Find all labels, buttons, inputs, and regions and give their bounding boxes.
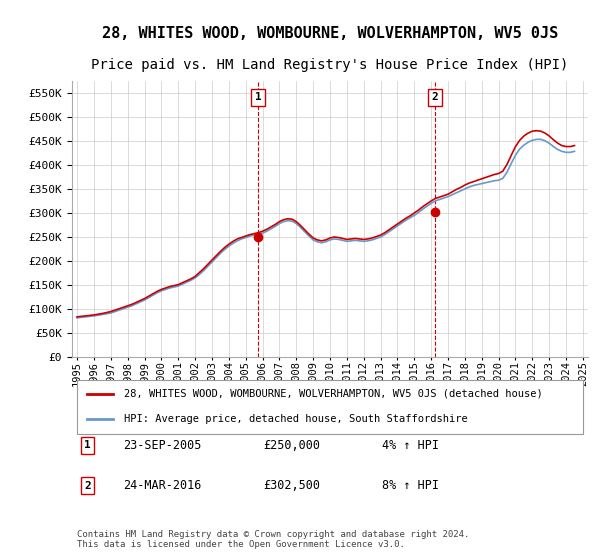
Text: 8% ↑ HPI: 8% ↑ HPI [382, 479, 439, 492]
Text: 2: 2 [84, 480, 91, 491]
Text: 24-MAR-2016: 24-MAR-2016 [124, 479, 202, 492]
Text: Contains HM Land Registry data © Crown copyright and database right 2024.
This d: Contains HM Land Registry data © Crown c… [77, 530, 470, 549]
Text: Price paid vs. HM Land Registry's House Price Index (HPI): Price paid vs. HM Land Registry's House … [91, 58, 569, 72]
Text: HPI: Average price, detached house, South Staffordshire: HPI: Average price, detached house, Sout… [124, 414, 467, 423]
Text: 1: 1 [254, 92, 262, 102]
Text: 4% ↑ HPI: 4% ↑ HPI [382, 439, 439, 452]
FancyBboxPatch shape [77, 380, 583, 434]
Text: 28, WHITES WOOD, WOMBOURNE, WOLVERHAMPTON, WV5 0JS (detached house): 28, WHITES WOOD, WOMBOURNE, WOLVERHAMPTO… [124, 389, 542, 399]
Text: £250,000: £250,000 [263, 439, 320, 452]
Text: £302,500: £302,500 [263, 479, 320, 492]
Text: 1: 1 [84, 440, 91, 450]
Text: 2: 2 [431, 92, 439, 102]
Text: 23-SEP-2005: 23-SEP-2005 [124, 439, 202, 452]
Text: 28, WHITES WOOD, WOMBOURNE, WOLVERHAMPTON, WV5 0JS: 28, WHITES WOOD, WOMBOURNE, WOLVERHAMPTO… [102, 26, 558, 41]
